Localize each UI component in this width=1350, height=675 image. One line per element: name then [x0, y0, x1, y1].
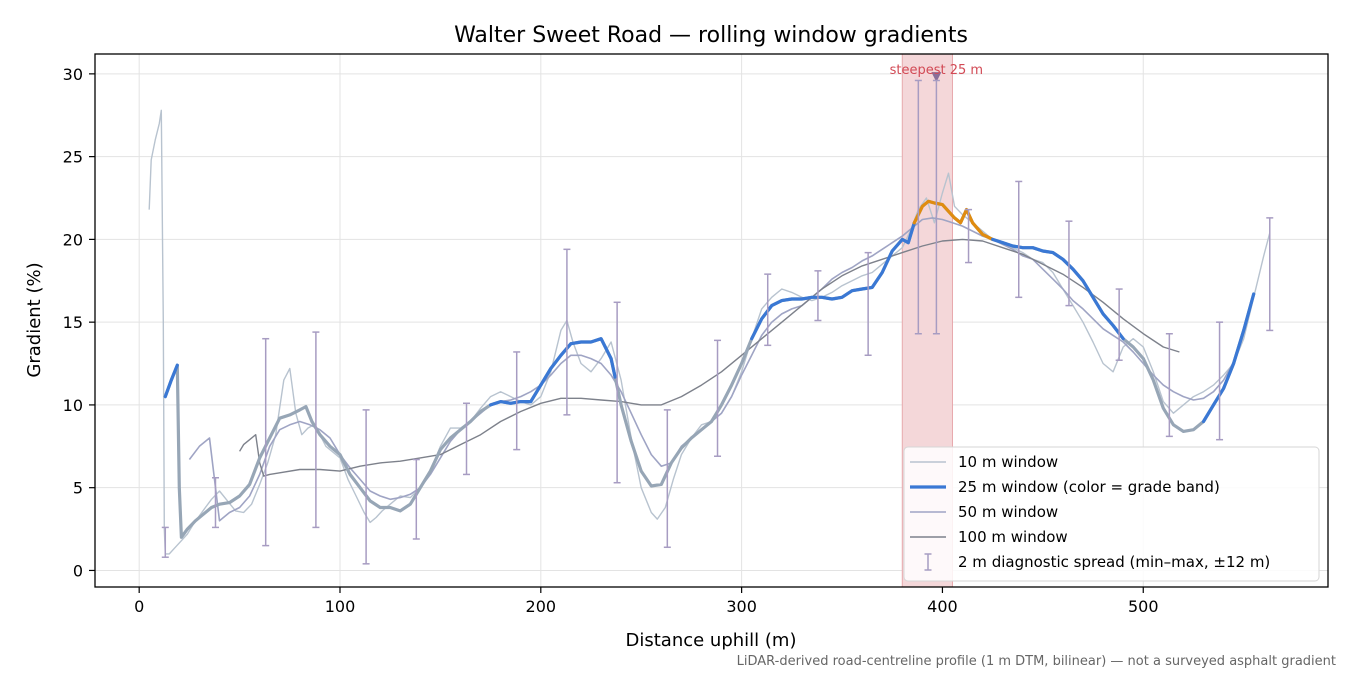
spread-bar — [714, 339, 722, 457]
series-layer — [148, 79, 1274, 565]
spread-bar — [864, 251, 872, 357]
legend: 10 m window 25 m window (color = grade ba… — [903, 446, 1320, 582]
legend-item-spread: 2 m diagnostic spread (min–max, ±12 m) — [924, 553, 1270, 571]
x-tick-label: 300 — [726, 597, 757, 616]
25m-grade-band-segment-blue — [539, 337, 617, 387]
y-tick-label: 10 — [63, 396, 83, 415]
spread-bar — [1266, 217, 1274, 332]
legend-item-w10: 10 m window — [910, 453, 1058, 471]
spread-bar — [1216, 321, 1224, 441]
y-tick-label: 15 — [63, 313, 83, 332]
x-tick-label: 400 — [927, 597, 958, 616]
spread-bar — [1065, 220, 1073, 307]
spread-bar — [814, 270, 822, 322]
25m-grade-band-segment-blue — [991, 237, 1125, 341]
y-tick-label: 25 — [63, 148, 83, 167]
steepest-marker — [931, 72, 942, 83]
y-tick-label: 0 — [73, 561, 83, 580]
spread-bar — [563, 248, 571, 416]
y-tick-label: 30 — [63, 65, 83, 84]
y-tick-label: 20 — [63, 230, 83, 249]
25m-grade-band-segment-blue — [163, 363, 179, 399]
series-line-10m-window — [148, 109, 1271, 555]
legend-label: 2 m diagnostic spread (min–max, ±12 m) — [958, 553, 1270, 571]
spread-bar — [312, 331, 320, 529]
spread-bar — [764, 273, 772, 347]
legend-item-w100: 100 m window — [910, 528, 1068, 546]
spread-bar — [965, 208, 973, 264]
series-line-100m-window — [238, 238, 1180, 477]
x-tick-label: 100 — [325, 597, 356, 616]
x-axis-label: Distance uphill (m) — [626, 630, 797, 651]
axes: 0 100 200 300 400 500 0 5 10 15 20 25 30 — [63, 53, 1329, 616]
x-tick-label: 200 — [526, 597, 557, 616]
y-axis-label: Gradient (%) — [24, 262, 45, 377]
spread-bar — [1165, 332, 1173, 438]
spread-bar — [932, 79, 940, 335]
spread-bar — [513, 351, 521, 451]
y-tick-label: 5 — [73, 479, 83, 498]
25m-grade-band-segment-orange — [912, 199, 995, 241]
spread-bar — [463, 402, 471, 476]
chart-title: Walter Sweet Road — rolling window gradi… — [454, 23, 968, 48]
legend-box — [903, 446, 1320, 582]
spread-bar — [161, 526, 169, 558]
25m-grade-band-segment-blue — [489, 383, 543, 407]
spread-bar — [211, 477, 219, 529]
x-tick-label: 500 — [1128, 597, 1159, 616]
x-tick-label: 0 — [134, 597, 144, 616]
legend-item-w25: 25 m window (color = grade band) — [910, 478, 1220, 496]
plot-frame — [94, 53, 1329, 588]
spread-bar — [1115, 288, 1123, 361]
legend-label: 10 m window — [958, 453, 1058, 471]
spread-bar — [362, 409, 370, 565]
25m-grade-band-segment-blue — [1201, 292, 1256, 424]
25m-grade-band-segment-blue — [750, 221, 916, 341]
steepest-annotation: steepest 25 m — [890, 63, 983, 78]
footnote: LiDAR-derived road-centreline profile (1… — [737, 654, 1336, 669]
legend-item-w50: 50 m window — [910, 503, 1058, 521]
legend-label: 100 m window — [958, 528, 1068, 546]
spread-bar — [1015, 180, 1023, 299]
legend-label: 25 m window (color = grade band) — [958, 478, 1220, 496]
spread-bar — [914, 79, 922, 335]
legend-label: 50 m window — [958, 503, 1058, 521]
grid — [95, 54, 1328, 587]
spread-bar — [412, 458, 420, 540]
spread-bar — [663, 409, 671, 549]
spread-bar — [262, 337, 270, 547]
spread-bar — [613, 301, 621, 484]
